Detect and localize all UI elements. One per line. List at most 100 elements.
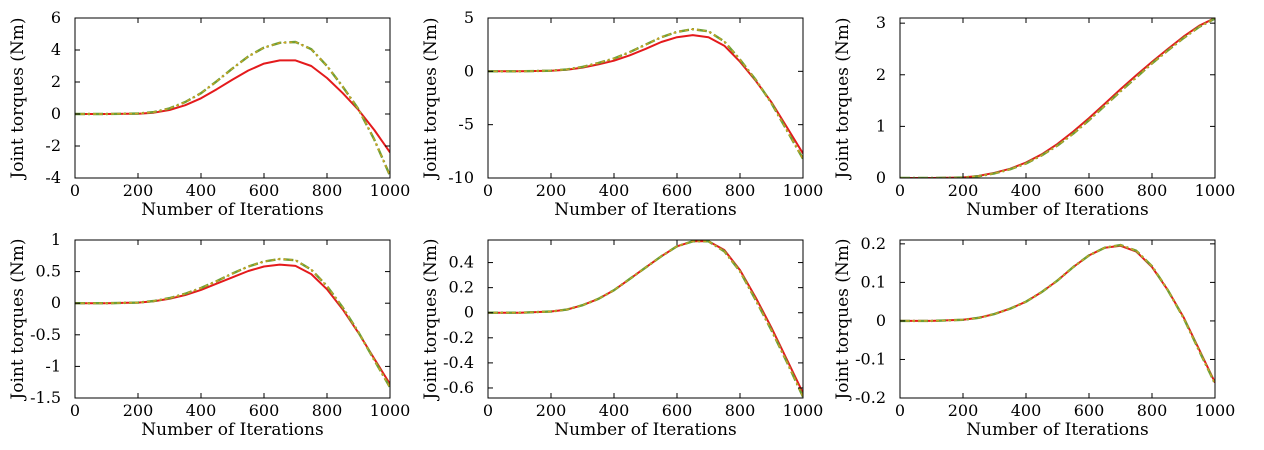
x-axis-label: Number of Iterations — [141, 420, 323, 440]
x-axis-label: Number of Iterations — [554, 420, 736, 440]
plot-frame — [487, 239, 804, 399]
y-tick-label: -10 — [448, 168, 474, 187]
y-tick-label: 0 — [876, 311, 886, 330]
x-tick-label: 400 — [186, 401, 217, 420]
y-tick-label: -0.1 — [855, 349, 886, 368]
y-tick-label: -0.5 — [30, 325, 61, 344]
x-axis-label: Number of Iterations — [966, 420, 1148, 440]
chart-panel-5: 0 200 400 600 800 1000 -0.6 -0.4 -0.2 0 0.2 0.4 Numb… — [421, 238, 823, 440]
x-axis-label: Number of Iterations — [554, 200, 736, 220]
x-tick-label: 600 — [662, 401, 693, 420]
x-tick-label: 800 — [312, 181, 343, 200]
x-tick-label: 800 — [312, 401, 343, 420]
x-tick-label: 0 — [483, 401, 493, 420]
series-line-2 — [900, 18, 1215, 178]
chart-panel-3: 0 200 400 600 800 1000 0 1 2 3 Number of Iteration… — [833, 13, 1235, 220]
x-tick-label: 400 — [599, 401, 630, 420]
series-line-3 — [488, 240, 803, 397]
x-tick-label: 0 — [483, 181, 493, 200]
chart-panel-1: 0 200 400 600 800 1000 -4 -2 0 2 4 6 Number of Itera… — [8, 8, 410, 220]
y-tick-label: 0 — [51, 293, 61, 312]
y-tick-label: 1 — [876, 116, 886, 135]
y-axis-label: Joint torques (Nm) — [833, 17, 853, 180]
x-tick-label: 800 — [725, 401, 756, 420]
y-tick-label: 0 — [464, 61, 474, 80]
y-axis-label: Joint torques (Nm) — [421, 17, 441, 180]
series-line-3 — [900, 18, 1215, 178]
plot-frame — [487, 17, 804, 179]
series-line-3 — [900, 244, 1215, 384]
x-tick-label: 400 — [1011, 181, 1042, 200]
x-axis-label: Number of Iterations — [141, 200, 323, 220]
plot-frame — [74, 239, 391, 399]
x-tick-label: 800 — [1137, 181, 1168, 200]
y-tick-label: 0.1 — [861, 272, 886, 291]
series-line-3 — [75, 258, 390, 388]
y-tick-label: -4 — [45, 168, 61, 187]
y-axis-label: Joint torques (Nm) — [8, 17, 28, 180]
y-tick-label: 5 — [464, 8, 474, 27]
chart-panel-6: 0 200 400 600 800 1000 -0.2 -0.1 0 0.1 0.2 Number o… — [833, 234, 1235, 440]
series-line-1 — [900, 244, 1215, 384]
x-tick-label: 800 — [1137, 401, 1168, 420]
x-tick-label: 1000 — [783, 181, 824, 200]
series-line-2 — [900, 243, 1215, 385]
series-line-3 — [488, 28, 803, 160]
x-tick-label: 400 — [186, 181, 217, 200]
chart-panel-2: 0 200 400 600 800 1000 -10 -5 0 5 Number of Iterat… — [421, 8, 823, 220]
series-line-1 — [488, 34, 803, 155]
y-axis-label: Joint torques (Nm) — [833, 238, 853, 401]
chart-panel-4: 0 200 400 600 800 1000 -1.5 -1 -0.5 0 0.5 1 Number o… — [8, 230, 410, 440]
y-tick-label: -1.5 — [30, 388, 61, 407]
x-tick-label: 400 — [599, 181, 630, 200]
y-tick-label: 0 — [876, 168, 886, 187]
y-tick-label: 1 — [51, 230, 61, 249]
y-tick-label: -5 — [458, 115, 474, 134]
x-tick-label: 600 — [249, 401, 280, 420]
y-tick-label: -0.4 — [443, 353, 474, 372]
x-tick-label: 1000 — [1195, 401, 1236, 420]
x-tick-label: 0 — [895, 181, 905, 200]
series-line-1 — [488, 240, 803, 394]
x-axis-label: Number of Iterations — [966, 200, 1148, 220]
x-tick-label: 200 — [948, 181, 979, 200]
y-tick-label: 0 — [464, 303, 474, 322]
y-tick-label: 6 — [51, 8, 61, 27]
y-tick-label: 0.5 — [36, 262, 61, 281]
x-tick-label: 200 — [536, 401, 567, 420]
x-tick-label: 400 — [1011, 401, 1042, 420]
y-tick-label: -0.2 — [443, 328, 474, 347]
series-line-2 — [488, 240, 803, 398]
x-tick-label: 1000 — [370, 181, 411, 200]
y-tick-label: 0.2 — [449, 278, 474, 297]
y-axis-label: Joint torques (Nm) — [8, 238, 28, 401]
y-tick-label: -1 — [45, 356, 61, 375]
series-line-1 — [75, 59, 390, 153]
y-tick-label: -2 — [45, 136, 61, 155]
x-tick-label: 600 — [1074, 401, 1105, 420]
x-tick-label: 1000 — [370, 401, 411, 420]
y-tick-label: 2 — [876, 65, 886, 84]
x-tick-label: 1000 — [783, 401, 824, 420]
x-tick-label: 200 — [123, 181, 154, 200]
plot-frame — [899, 17, 1216, 179]
y-tick-label: 2 — [51, 72, 61, 91]
y-tick-label: 4 — [51, 40, 61, 59]
plot-frame — [74, 17, 391, 179]
y-tick-label: 0.4 — [449, 253, 474, 272]
x-tick-label: 200 — [948, 401, 979, 420]
y-tick-label: 0.2 — [861, 234, 886, 253]
series-line-3 — [75, 41, 390, 176]
y-tick-label: -0.2 — [855, 388, 886, 407]
x-tick-label: 200 — [123, 401, 154, 420]
x-tick-label: 0 — [70, 181, 80, 200]
x-tick-label: 600 — [662, 181, 693, 200]
y-axis-label: Joint torques (Nm) — [421, 238, 441, 401]
y-tick-label: -0.6 — [443, 378, 474, 397]
x-tick-label: 0 — [70, 401, 80, 420]
series-line-1 — [75, 263, 390, 385]
x-tick-label: 200 — [536, 181, 567, 200]
y-tick-label: 0 — [51, 104, 61, 123]
plot-frame — [899, 239, 1216, 399]
x-tick-label: 1000 — [1195, 181, 1236, 200]
